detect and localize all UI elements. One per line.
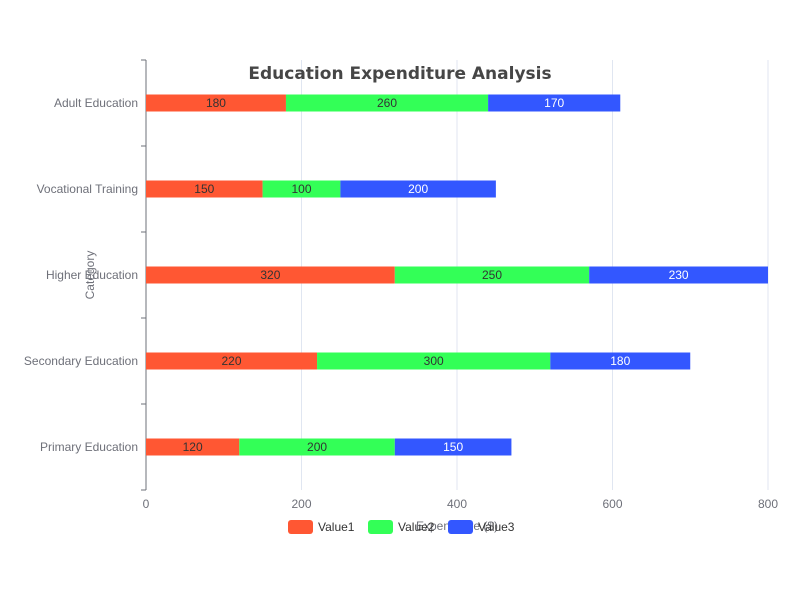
x-tick-label: 800 (758, 497, 778, 511)
legend[interactable]: Value1 Value2 Value3 (288, 520, 515, 534)
y-tick-label: Primary Education (40, 440, 138, 454)
legend-swatch[interactable] (288, 520, 313, 534)
bar-value1[interactable] (146, 94, 286, 112)
axes: 0 200 400 600 800 Primary Education Secondary … (24, 59, 778, 511)
bar-value-label: 100 (291, 182, 311, 196)
bar-value2[interactable] (317, 352, 551, 370)
legend-swatch[interactable] (448, 520, 473, 534)
bar-value-label: 200 (408, 182, 428, 196)
y-tick-label: Higher Education (46, 268, 138, 282)
bar-value1[interactable] (146, 266, 395, 284)
bar-value2[interactable] (262, 180, 341, 198)
bar-value-label: 200 (307, 440, 327, 454)
bar-value-label: 320 (260, 268, 280, 282)
bar-value-label: 150 (443, 440, 463, 454)
legend-label[interactable]: Value1 (318, 520, 355, 534)
bar-value-label: 150 (194, 182, 214, 196)
bar-value-label: 230 (669, 268, 689, 282)
bar-value-label: 120 (183, 440, 203, 454)
x-tick-label: 600 (602, 497, 622, 511)
y-axis-title: Category (83, 251, 97, 300)
legend-swatch[interactable] (368, 520, 393, 534)
bar-value-label: 180 (206, 96, 226, 110)
bars (146, 94, 768, 456)
y-tick-label: Adult Education (54, 96, 138, 110)
bar-value3[interactable] (394, 438, 512, 456)
bar-value2[interactable] (285, 94, 489, 112)
bar-value-label: 220 (222, 354, 242, 368)
bar-value1[interactable] (146, 352, 318, 370)
bar-value2[interactable] (239, 438, 395, 456)
bar-value1[interactable] (146, 438, 240, 456)
bar-value-label: 260 (377, 96, 397, 110)
x-tick-label: 200 (291, 497, 311, 511)
bar-value1[interactable] (146, 180, 263, 198)
x-tick-label: 400 (447, 497, 467, 511)
bar-value3[interactable] (488, 94, 621, 112)
y-tick-label: Secondary Education (24, 354, 138, 368)
legend-label[interactable]: Value3 (478, 520, 515, 534)
bar-value2[interactable] (394, 266, 590, 284)
chart-title: Education Expenditure Analysis (248, 64, 551, 84)
bar-value3[interactable] (589, 266, 768, 284)
bar-value-label: 250 (482, 268, 502, 282)
bar-value-label: 180 (610, 354, 630, 368)
bar-value3[interactable] (550, 352, 691, 370)
bar-labels: 120 200 150 220 300 180 320 250 230 150 100 200 180 2… (183, 96, 689, 454)
bar-value3[interactable] (340, 180, 496, 198)
bar-value-label: 170 (544, 96, 564, 110)
bar-value-label: 300 (424, 354, 444, 368)
legend-label[interactable]: Value2 (398, 520, 435, 534)
y-tick-label: Vocational Training (37, 182, 138, 196)
x-tick-label: 0 (143, 497, 150, 511)
